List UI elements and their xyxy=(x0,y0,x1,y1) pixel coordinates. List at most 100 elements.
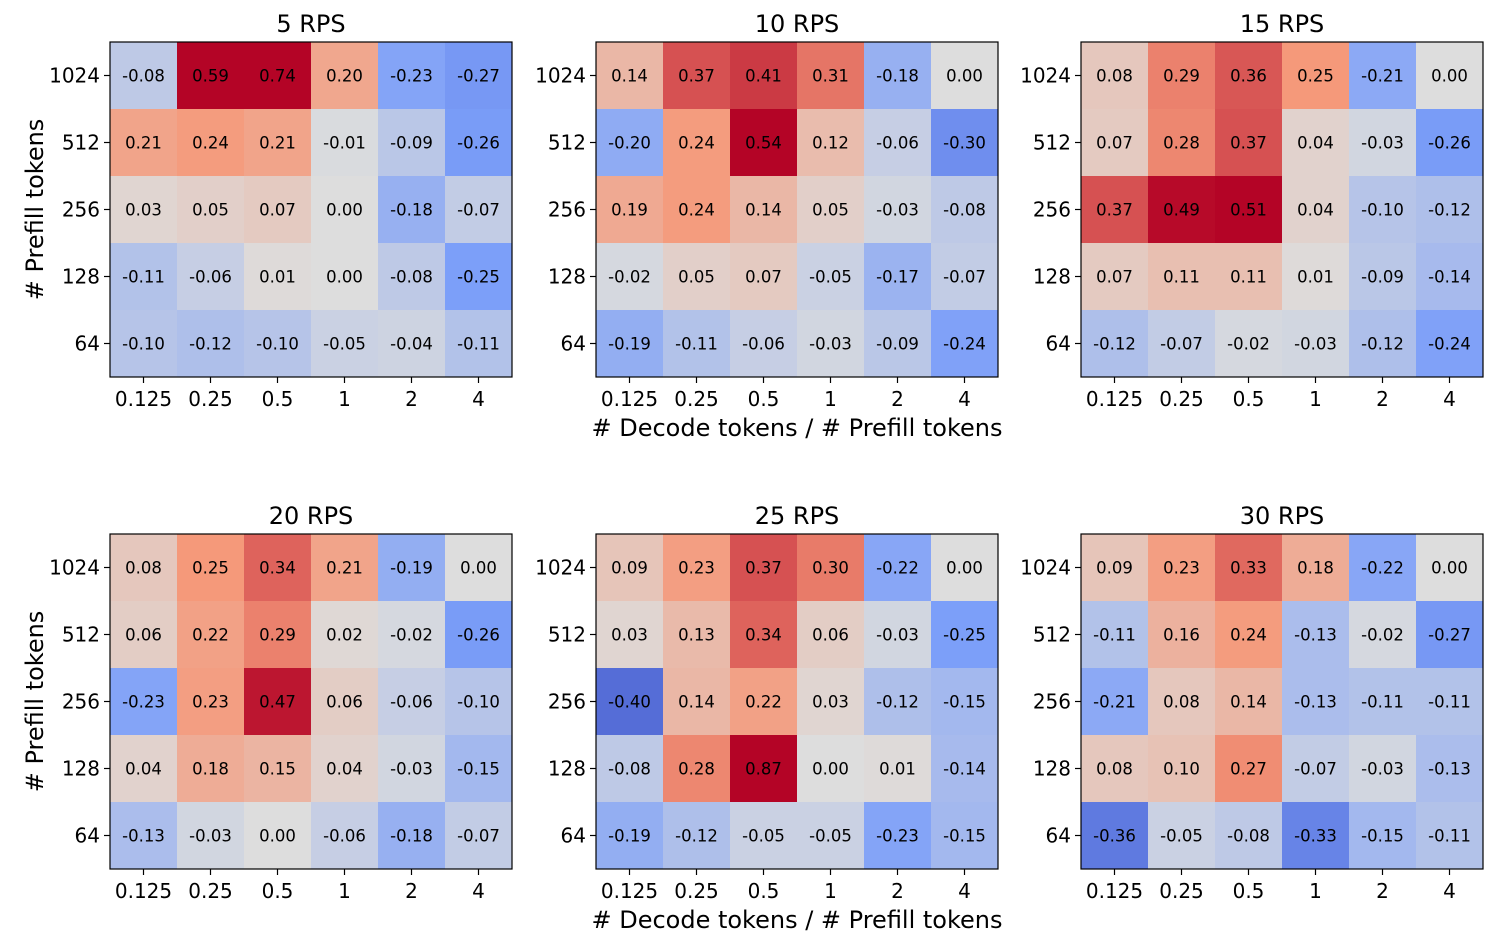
panel-3-cell-label: -0.02 xyxy=(1227,335,1270,354)
panel-2-cell xyxy=(864,42,932,110)
panel-4-cell xyxy=(244,735,312,803)
panel-4-cell xyxy=(110,601,178,669)
panel-3-cell-label: 0.37 xyxy=(1230,134,1267,153)
panel-4-cell-label: -0.15 xyxy=(457,760,500,779)
panel-1-cell xyxy=(110,310,178,378)
panel-4-cell xyxy=(177,802,245,870)
panel-6-cell xyxy=(1349,802,1417,870)
panel-2-title: 10 RPS xyxy=(755,10,840,38)
panel-3-cell xyxy=(1148,109,1216,177)
panel-5-cell xyxy=(663,668,731,736)
panel-5-cell xyxy=(663,735,731,803)
panel-4-y-tick-label: 64 xyxy=(75,824,100,848)
panel-6-cell xyxy=(1349,534,1417,602)
panel-5-cell-label: -0.08 xyxy=(608,760,651,779)
panel-6-cell xyxy=(1081,735,1149,803)
panel-1-y-tick-label: 256 xyxy=(62,198,100,222)
panel-1-cell xyxy=(177,42,245,110)
panel-2-cell xyxy=(864,243,932,311)
panel-3-cell-label: -0.12 xyxy=(1361,335,1404,354)
panel-6-cell-label: 0.24 xyxy=(1230,626,1267,645)
panel-4-cell xyxy=(177,601,245,669)
panel-2-cell xyxy=(596,109,664,177)
panel-5-cell xyxy=(797,802,865,870)
panel-5-cell xyxy=(596,534,664,602)
panel-6-cell-label: -0.11 xyxy=(1093,626,1136,645)
panel-3-cell-label: 0.49 xyxy=(1163,201,1200,220)
panel-1-cell-label: -0.10 xyxy=(122,335,165,354)
panel-6-cell-label: -0.22 xyxy=(1361,559,1404,578)
panel-5-cell-label: 0.03 xyxy=(611,626,648,645)
panel-1-x-tick-label: 1 xyxy=(338,387,351,411)
panel-3-cell-label: 0.25 xyxy=(1297,67,1334,86)
panel-3-cell xyxy=(1416,243,1484,311)
panel-1-cell-label: 0.05 xyxy=(192,201,229,220)
panel-3-y-tick-label: 1024 xyxy=(1020,64,1071,88)
panel-1-cell-label: -0.18 xyxy=(390,201,433,220)
panel-4-cell xyxy=(311,668,379,736)
panel-4-cell-label: -0.13 xyxy=(122,827,165,846)
panel-1-x-tick-label: 4 xyxy=(472,387,485,411)
panel-6-cell xyxy=(1282,534,1350,602)
panel-6-x-tick-label: 0.25 xyxy=(1159,879,1204,903)
panel-3-cell-label: 0.00 xyxy=(1431,67,1468,86)
panel-1-cell-label: 0.00 xyxy=(326,268,363,287)
panel-1-cell xyxy=(110,176,178,244)
panel-2-cell-label: 0.05 xyxy=(678,268,715,287)
panel-3-cell-label: -0.03 xyxy=(1361,134,1404,153)
panel-1-cell-label: -0.11 xyxy=(457,335,500,354)
panel-6-cell xyxy=(1148,534,1216,602)
panel-1-cell-label: 0.03 xyxy=(125,201,162,220)
panel-4-cell-label: -0.26 xyxy=(457,626,500,645)
panel-2-cell-label: 0.24 xyxy=(678,134,715,153)
panel-5-cell xyxy=(663,601,731,669)
panel-5-cell xyxy=(730,802,798,870)
panel-1-cell xyxy=(445,42,513,110)
panel-6-cell-label: 0.33 xyxy=(1230,559,1267,578)
panel-5-cell xyxy=(931,802,999,870)
panel-4-y-tick-label: 1024 xyxy=(49,556,100,580)
panel-4-cell xyxy=(311,534,379,602)
panel-3-cell xyxy=(1282,310,1350,378)
panel-5-cell xyxy=(797,601,865,669)
panel-1-cell xyxy=(177,310,245,378)
panel-3-cell xyxy=(1282,243,1350,311)
panel-3-cell xyxy=(1081,42,1149,110)
panel-3-x-tick-label: 1 xyxy=(1309,387,1322,411)
panel-5-y-tick-label: 128 xyxy=(548,757,586,781)
panel-6-cell-label: 0.27 xyxy=(1230,760,1267,779)
panel-4-cell xyxy=(311,601,379,669)
panel-1-cell xyxy=(244,310,312,378)
panel-5-cell xyxy=(864,601,932,669)
panel-1-cell xyxy=(445,310,513,378)
panel-6-x-tick-label: 0.5 xyxy=(1233,879,1265,903)
panel-1-x-tick-label: 2 xyxy=(405,387,418,411)
panel-4-cell-label: -0.18 xyxy=(390,827,433,846)
panel-4-cell xyxy=(378,668,446,736)
panel-1-cell-label: -0.07 xyxy=(457,201,500,220)
panel-3-cell xyxy=(1416,310,1484,378)
panel-3-cell xyxy=(1148,310,1216,378)
panel-6-cell-label: -0.11 xyxy=(1428,827,1471,846)
panel-6-cell xyxy=(1282,802,1350,870)
panel-3-y-tick-label: 64 xyxy=(1046,332,1071,356)
y-axis-label: # Prefill tokens xyxy=(21,611,49,793)
panel-1-cell xyxy=(110,42,178,110)
panel-3-cell-label: -0.14 xyxy=(1428,268,1471,287)
panel-5-cell-label: -0.12 xyxy=(675,827,718,846)
panel-1-cell-label: 0.07 xyxy=(259,201,296,220)
panel-4-cell-label: 0.00 xyxy=(259,827,296,846)
panel-2-cell-label: 0.00 xyxy=(946,67,983,86)
panel-5-cell-label: 0.13 xyxy=(678,626,715,645)
panel-4-y-tick-label: 128 xyxy=(62,757,100,781)
panel-5-y-tick-label: 256 xyxy=(548,690,586,714)
panel-1-cell xyxy=(244,42,312,110)
panel-2-cell-label: 0.24 xyxy=(678,201,715,220)
panel-1-cell xyxy=(110,109,178,177)
panel-2-cell xyxy=(663,176,731,244)
panel-3-cell xyxy=(1282,176,1350,244)
panel-4-cell-label: -0.19 xyxy=(390,559,433,578)
panel-1-cell-label: -0.25 xyxy=(457,268,500,287)
panel-6-cell-label: -0.33 xyxy=(1294,827,1337,846)
